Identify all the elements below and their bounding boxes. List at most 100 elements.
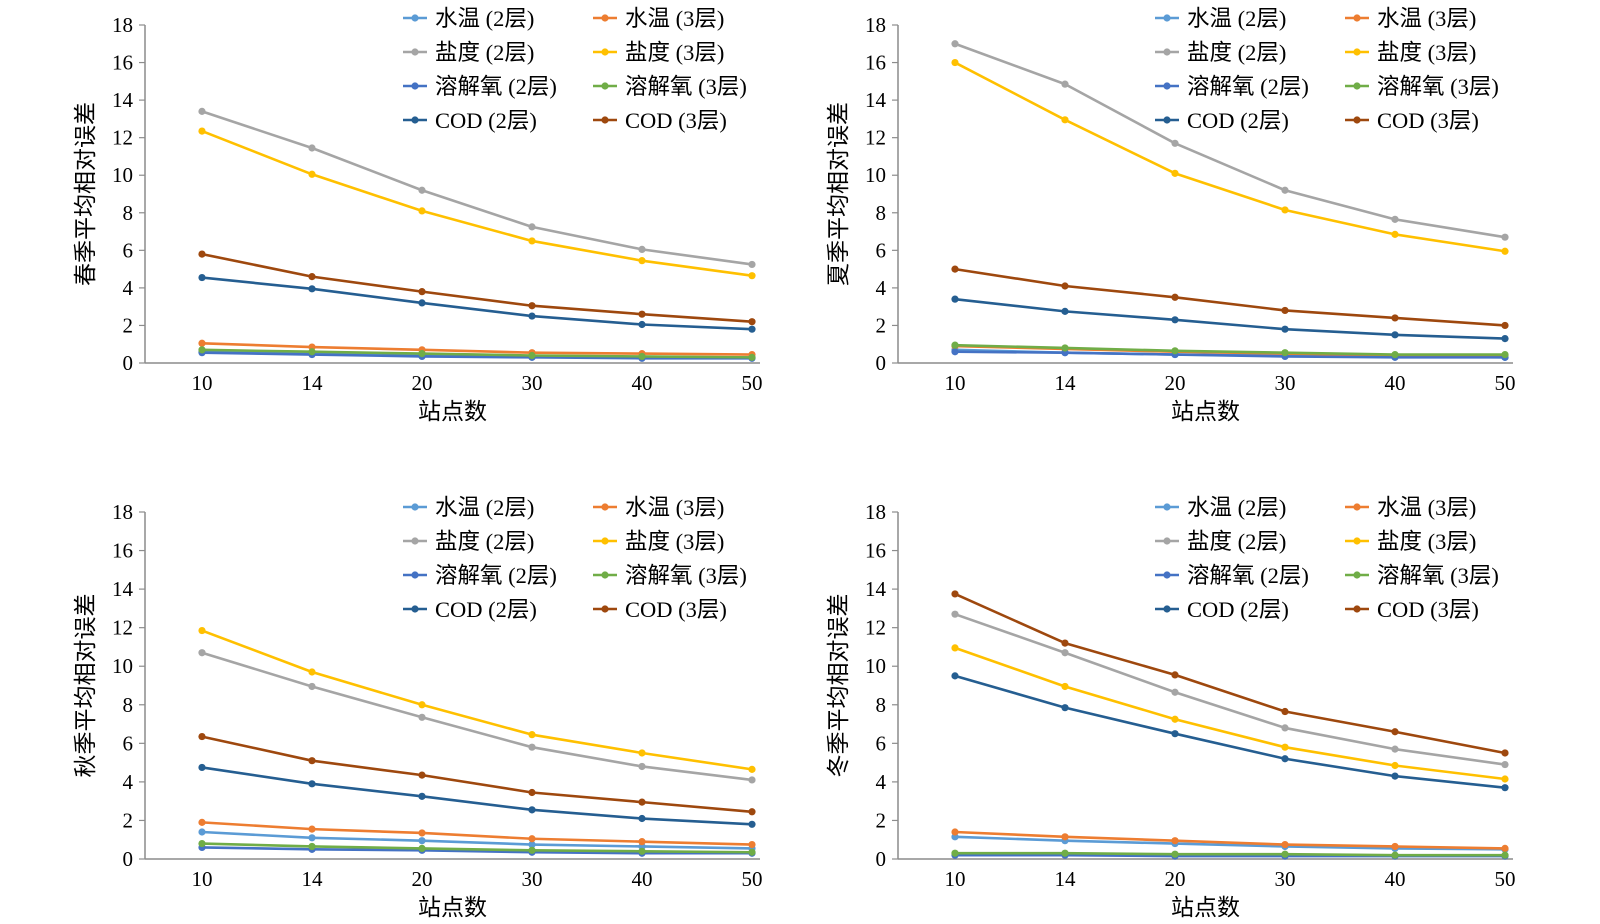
legend-label: 盐度 (2层) — [435, 529, 534, 554]
y-axis-title: 春季平均相对误差 — [73, 102, 98, 286]
series-line-sal2 — [954, 612, 1506, 766]
x-tick-label: 10 — [192, 371, 213, 395]
data-point-do3 — [528, 846, 536, 854]
legend-marker-do3 — [601, 571, 609, 579]
data-point-sal3 — [528, 731, 536, 739]
legend-label: 盐度 (3层) — [625, 529, 724, 554]
legend-label: 水温 (2层) — [1187, 6, 1286, 31]
data-point-sal2 — [1501, 760, 1509, 769]
series-line-sal2 — [954, 42, 1506, 239]
series-line-wt3 — [201, 821, 753, 846]
series-line-cod2 — [954, 674, 1506, 789]
data-point-do3 — [1501, 350, 1509, 359]
data-point-do3 — [1061, 849, 1069, 857]
series-line-sal3 — [954, 646, 1506, 781]
legend-label: 溶解氧 (3层) — [1377, 74, 1499, 99]
legend-label: 盐度 (2层) — [435, 40, 534, 65]
x-tick-label: 14 — [302, 867, 324, 891]
legend-marker-wt3 — [1353, 14, 1361, 22]
data-point-sal3 — [198, 626, 206, 635]
legend-marker-do2 — [411, 571, 419, 579]
legend-marker-wt3 — [601, 14, 609, 22]
y-tick-label: 6 — [876, 238, 887, 262]
data-point-wt2 — [528, 840, 536, 849]
data-point-cod3 — [1061, 282, 1069, 290]
legend-label: COD (3层) — [1377, 597, 1479, 622]
data-point-do3 — [418, 350, 426, 358]
data-point-cod2 — [638, 320, 646, 329]
y-tick-label: 10 — [865, 163, 886, 187]
data-point-wt3 — [1061, 833, 1069, 841]
data-point-sal3 — [198, 127, 206, 135]
x-tick-label: 20 — [1165, 867, 1186, 891]
data-point-cod2 — [528, 312, 536, 320]
data-point-do3 — [1501, 851, 1509, 859]
data-point-sal3 — [1061, 116, 1069, 124]
series-line-cod2 — [201, 766, 753, 826]
y-tick-label: 18 — [865, 500, 886, 524]
data-point-do3 — [1391, 851, 1399, 859]
chart-panel-2: 0 2 4 6 8 10 12 14 16 18 10 14 20 30 40 50 站点数 夏季平均相对误差 水温… — [826, 6, 1516, 424]
series-line-do3 — [201, 842, 753, 854]
y-tick-label: 16 — [112, 51, 133, 75]
x-tick-label: 40 — [1385, 867, 1406, 891]
data-point-cod3 — [951, 265, 959, 273]
y-tick-label: 12 — [865, 616, 886, 640]
x-axis-title: 站点数 — [418, 399, 487, 424]
x-tick-label: 40 — [1385, 371, 1406, 395]
data-point-cod3 — [1501, 321, 1509, 330]
y-tick-label: 8 — [123, 693, 134, 717]
x-axis-title: 站点数 — [1171, 895, 1240, 920]
legend-label: COD (2层) — [435, 597, 537, 622]
legend-marker-sal3 — [601, 48, 609, 56]
y-axis-title: 冬季平均相对误差 — [826, 594, 851, 778]
data-point-cod2 — [638, 814, 646, 823]
legend-marker-do3 — [601, 82, 609, 90]
y-tick-label: 18 — [112, 13, 133, 37]
x-tick-label: 40 — [632, 867, 653, 891]
series-line-do3 — [954, 343, 1505, 356]
y-tick-label: 0 — [876, 847, 887, 871]
data-point-cod2 — [748, 820, 756, 828]
y-tick-label: 4 — [123, 770, 134, 794]
x-tick-label: 50 — [742, 371, 763, 395]
data-point-sal2 — [638, 245, 646, 253]
data-point-sal3 — [308, 668, 316, 676]
data-point-sal3 — [748, 765, 756, 773]
y-tick-label: 8 — [876, 693, 887, 717]
x-tick-label: 50 — [1495, 867, 1516, 891]
legend-marker-sal2 — [411, 48, 419, 56]
data-point-cod3 — [418, 771, 426, 779]
data-point-cod2 — [748, 325, 756, 333]
data-point-wt3 — [638, 838, 646, 846]
legend-marker-do2 — [1163, 82, 1171, 90]
legend-label: 溶解氧 (2层) — [1187, 74, 1309, 99]
data-point-do3 — [1171, 347, 1179, 355]
data-point-sal2 — [1281, 724, 1289, 732]
series-line-do3 — [201, 348, 753, 359]
data-point-sal2 — [1391, 215, 1399, 223]
data-point-sal2 — [1061, 649, 1069, 657]
data-point-wt3 — [1391, 842, 1399, 851]
y-tick-label: 18 — [112, 500, 133, 524]
chart-panel-1: 0 2 4 6 8 10 12 14 16 18 10 14 20 30 40 50 站点数 春季平均相对误差 水温… — [73, 6, 763, 424]
data-point-cod2 — [308, 780, 316, 788]
data-point-do3 — [198, 839, 206, 848]
y-tick-label: 6 — [876, 731, 887, 755]
legend-marker-wt3 — [601, 503, 609, 511]
x-tick-label: 30 — [522, 867, 543, 891]
legend-marker-sal3 — [1353, 537, 1361, 545]
legend-label: 溶解氧 (2层) — [435, 563, 557, 588]
data-point-sal2 — [528, 743, 536, 751]
legend-label: 水温 (2层) — [435, 6, 534, 31]
data-point-cod3 — [1061, 639, 1069, 647]
x-tick-label: 20 — [1165, 371, 1186, 395]
series-line-sal3 — [201, 129, 753, 277]
legend-marker-do3 — [1353, 571, 1361, 579]
x-tick-label: 50 — [1495, 371, 1516, 395]
data-point-do3 — [1171, 850, 1179, 858]
data-point-wt3 — [418, 829, 426, 837]
data-point-cod3 — [308, 273, 316, 281]
series-line-cod2 — [201, 276, 753, 331]
legend-label: 溶解氧 (2层) — [1187, 563, 1309, 588]
